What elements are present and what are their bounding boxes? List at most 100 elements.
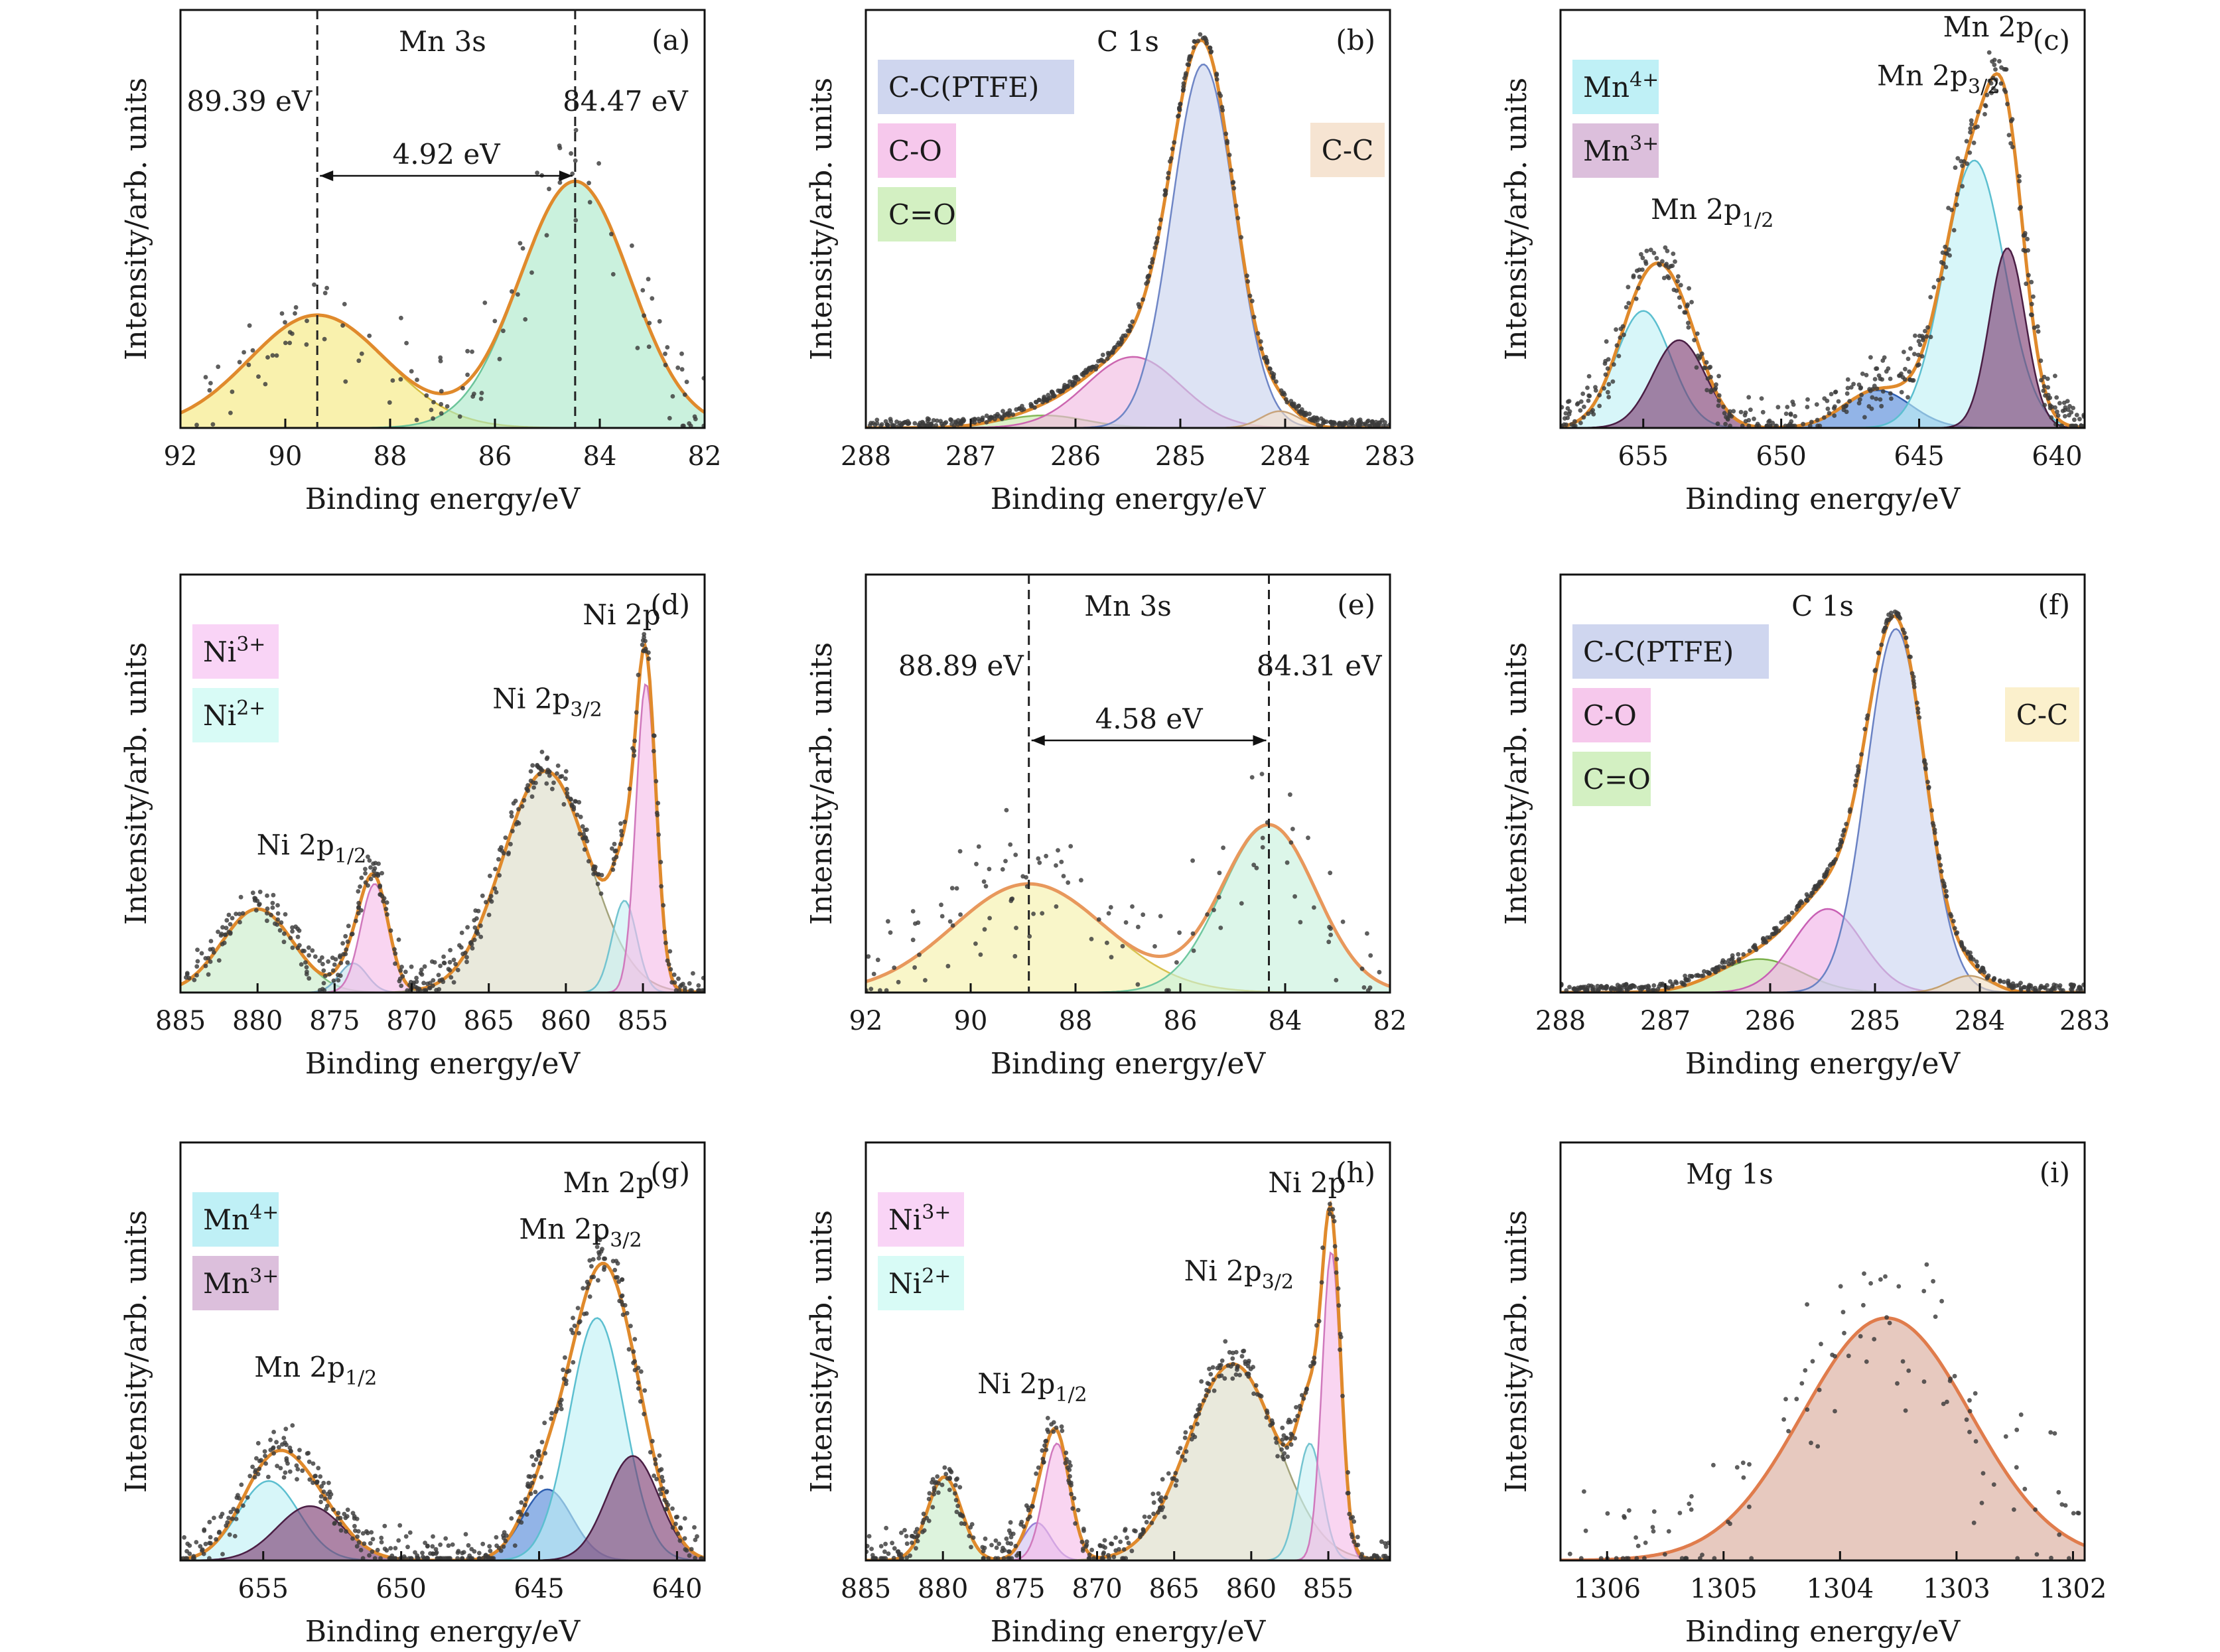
data-point: [1980, 1471, 1986, 1476]
data-point: [1721, 404, 1726, 409]
data-point: [1746, 423, 1752, 428]
data-point: [1882, 355, 1887, 360]
data-point: [223, 932, 228, 937]
data-point: [1060, 1428, 1065, 1434]
data-point: [939, 1482, 945, 1487]
data-point: [1728, 1521, 1732, 1527]
data-point: [632, 753, 637, 758]
data-point: [1776, 928, 1781, 933]
panel-label: (d): [650, 588, 690, 621]
data-point: [1111, 1554, 1117, 1560]
data-point: [380, 870, 384, 876]
data-point: [544, 233, 549, 238]
data-point: [1689, 1507, 1694, 1512]
data-point: [2030, 312, 2034, 318]
data-point: [2045, 983, 2049, 988]
data-point: [1663, 245, 1668, 250]
data-point: [1336, 1286, 1341, 1291]
data-point: [925, 416, 930, 421]
data-point: [478, 923, 483, 928]
y-axis-title: Intensity/arb. units: [119, 1210, 153, 1493]
data-point: [1118, 342, 1123, 347]
data-point: [312, 1474, 317, 1479]
data-point: [472, 925, 478, 930]
data-point: [516, 807, 521, 811]
data-point: [1883, 625, 1888, 630]
data-point: [1941, 261, 1946, 266]
data-point: [666, 962, 671, 967]
data-point: [431, 1534, 435, 1539]
data-point: [1094, 364, 1099, 368]
data-point: [415, 988, 421, 993]
data-point: [1198, 32, 1203, 37]
data-point: [1904, 636, 1909, 640]
data-point: [908, 1553, 912, 1558]
data-point: [1906, 356, 1911, 362]
data-point: [293, 305, 299, 310]
data-point: [1622, 1515, 1627, 1520]
data-point: [1686, 325, 1691, 330]
data-point: [1326, 939, 1332, 945]
peak-label: Mn 2p1/2: [254, 1351, 377, 1390]
data-point: [320, 955, 324, 960]
data-point: [1660, 259, 1665, 264]
data-point: [1121, 1547, 1127, 1552]
data-point: [571, 805, 577, 809]
data-point: [1037, 860, 1042, 865]
data-point: [536, 1453, 541, 1458]
data-point: [976, 417, 981, 421]
data-point: [1284, 1435, 1289, 1440]
data-point: [405, 988, 410, 993]
data-point: [207, 1556, 212, 1560]
data-point: [1298, 920, 1303, 925]
data-point: [1633, 1535, 1639, 1540]
data-point: [1651, 1529, 1656, 1534]
data-point: [1872, 1337, 1877, 1342]
data-point: [423, 1541, 427, 1545]
plot-area: [866, 1200, 1390, 1560]
data-point: [1860, 372, 1865, 376]
data-point: [275, 903, 280, 908]
data-point: [438, 355, 443, 360]
data-point: [1771, 931, 1776, 937]
data-point: [1862, 415, 1867, 420]
data-point: [1181, 84, 1186, 89]
data-point: [624, 1310, 630, 1316]
data-point: [902, 1528, 907, 1533]
data-point: [287, 1445, 293, 1450]
data-point: [1833, 389, 1838, 395]
data-point: [367, 1553, 372, 1558]
data-point: [275, 1464, 279, 1469]
data-point: [1650, 1525, 1655, 1530]
data-point: [1618, 335, 1623, 340]
plot-frame: [179, 9, 706, 429]
data-point: [932, 1491, 936, 1497]
data-point: [553, 1409, 559, 1414]
data-point: [658, 1487, 662, 1492]
data-point: [1318, 416, 1324, 421]
data-point: [1923, 762, 1928, 767]
data-point: [643, 638, 648, 644]
data-point: [1360, 422, 1365, 427]
panel-title: C 1s: [1791, 590, 1854, 622]
data-point: [1578, 1556, 1584, 1560]
data-point: [1586, 374, 1592, 379]
data-point: [216, 1530, 222, 1535]
data-point: [881, 1556, 886, 1560]
x-tick-label: 92: [164, 441, 198, 472]
data-point: [584, 827, 589, 832]
data-point: [563, 1381, 569, 1387]
data-point: [647, 320, 652, 326]
data-point: [1566, 399, 1570, 404]
plot-area: [180, 632, 705, 993]
data-point: [376, 872, 381, 876]
data-point: [460, 385, 465, 391]
data-point: [1184, 1449, 1189, 1454]
data-point: [478, 396, 484, 401]
data-point: [356, 358, 362, 364]
data-point: [1170, 147, 1175, 151]
data-point: [1220, 107, 1225, 113]
panel-title: Mn 3s: [399, 25, 486, 58]
data-point: [976, 844, 981, 849]
data-point: [1908, 654, 1913, 659]
